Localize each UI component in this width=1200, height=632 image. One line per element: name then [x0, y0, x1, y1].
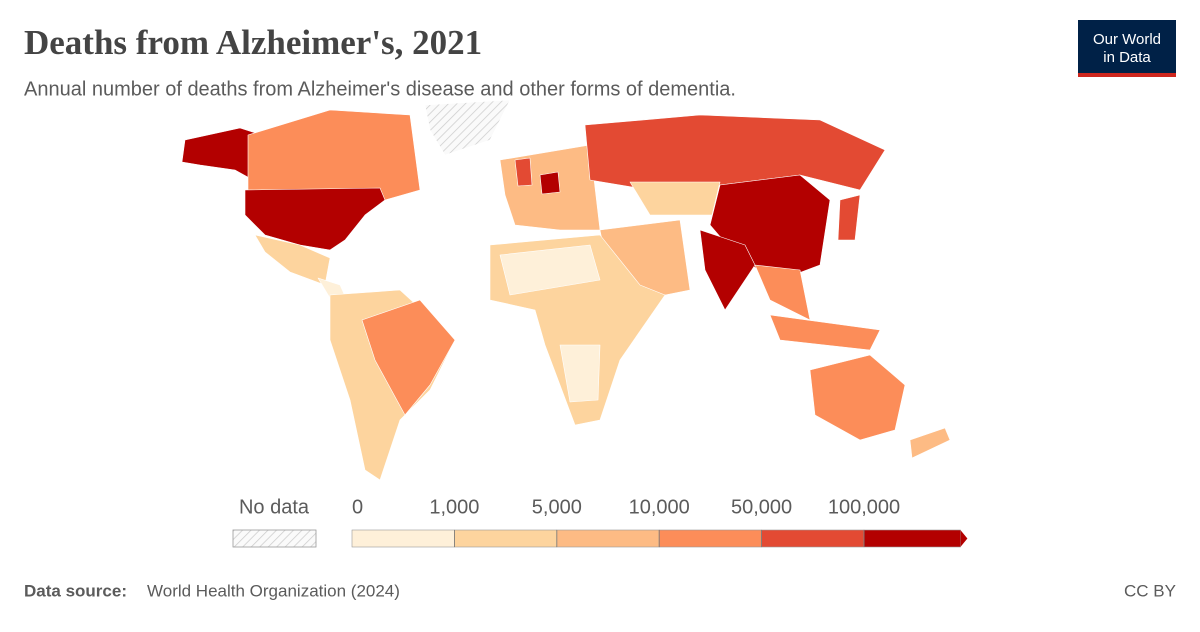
legend-tick-label: 10,000	[629, 496, 690, 518]
subtitle: Annual number of deaths from Alzheimer's…	[24, 78, 736, 100]
logo-box	[1078, 20, 1176, 77]
license: CC BY	[1124, 581, 1176, 600]
legend-tick-label: 1,000	[429, 496, 479, 518]
legend-bin	[351, 529, 455, 548]
legend-bin	[761, 529, 865, 548]
logo: Our World in Data	[1078, 20, 1176, 77]
country	[244, 187, 386, 251]
logo-bar	[1078, 73, 1176, 77]
country	[539, 171, 561, 195]
legend-bin	[454, 529, 558, 548]
legend-bin	[658, 529, 762, 548]
legend-arrow	[960, 530, 968, 547]
country	[559, 344, 601, 403]
country	[247, 109, 421, 201]
legend-tick-label: 100,000	[828, 496, 900, 518]
country-no-data	[424, 99, 511, 156]
title: Deaths from Alzheimer's, 2021	[24, 23, 482, 62]
legend-tick-label: 5,000	[532, 496, 582, 518]
legend-bin	[556, 529, 660, 548]
country	[699, 229, 756, 311]
world-map	[181, 99, 951, 481]
country	[499, 244, 601, 296]
no-data-swatch	[232, 529, 317, 548]
source-label: Data source:	[24, 581, 127, 600]
country	[629, 181, 721, 216]
country	[769, 314, 881, 351]
country	[909, 427, 951, 459]
legend-tick-label: 50,000	[731, 496, 792, 518]
country	[837, 194, 861, 241]
legend: No data 0 1,000 5,000 10,000 50,000 100,000	[232, 496, 968, 548]
country	[361, 299, 456, 416]
country	[584, 114, 886, 191]
source: World Health Organization (2024)	[147, 581, 400, 600]
logo-text: Our World	[1093, 31, 1161, 48]
country	[754, 264, 811, 321]
country	[514, 157, 533, 187]
no-data-label: No data	[239, 496, 310, 518]
legend-bin	[863, 529, 961, 548]
country	[809, 354, 906, 441]
logo-text: in Data	[1103, 49, 1151, 66]
legend-tick-label: 0	[352, 496, 363, 518]
